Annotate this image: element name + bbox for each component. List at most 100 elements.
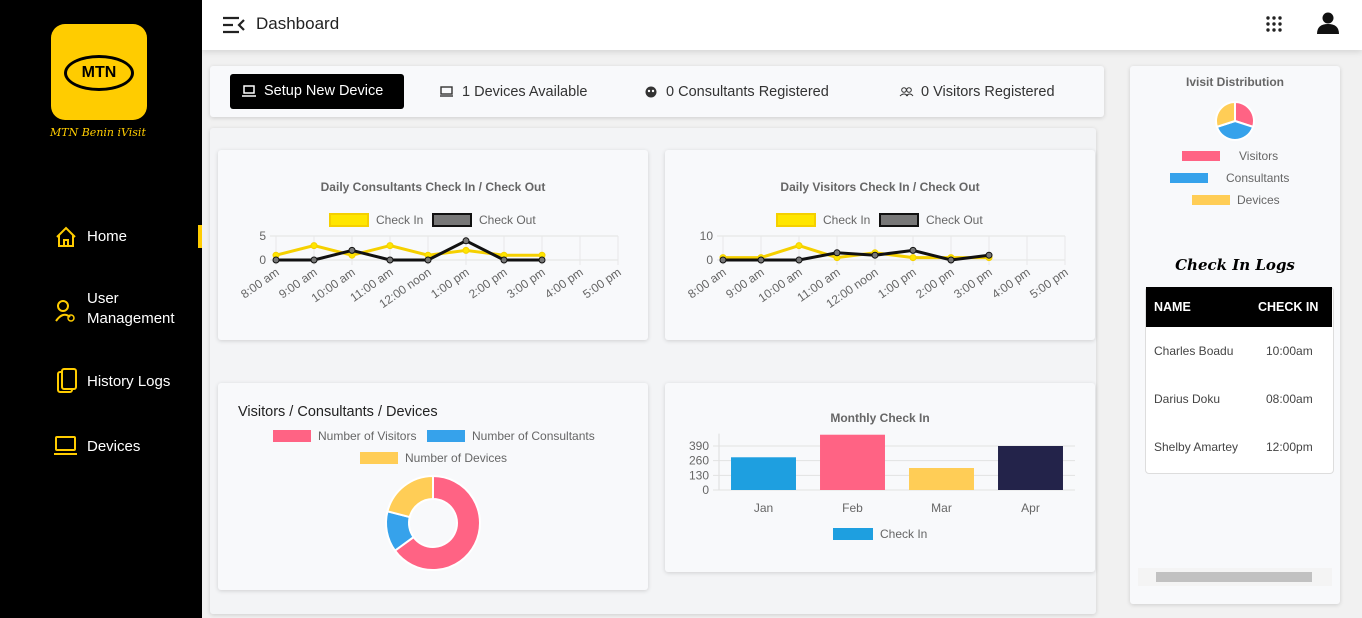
y-tick-label: 260 [689,454,709,468]
x-tick-label: 8:00 am [685,265,729,301]
bar [998,446,1063,490]
point [795,256,803,264]
legend-swatch [432,213,472,227]
table-cell: Charles Boadu [1154,344,1234,358]
nav-item[interactable]: Devices [87,438,141,455]
legend-label: Number of Consultants [472,429,595,443]
legend-swatch [360,452,398,464]
line-series [723,248,990,262]
slice [1215,119,1255,141]
bar [909,468,974,490]
y-tick-label: 5 [259,229,266,243]
point [871,251,879,259]
point [386,256,394,264]
line-series [276,239,542,262]
menu-icon[interactable] [222,15,246,35]
setup-button[interactable]: Setup New Device [230,74,404,109]
scrollbar[interactable] [1138,568,1332,586]
legend-label: Devices [1237,193,1280,207]
stat: 1 Devices Available [462,84,588,100]
stat-icons [440,86,914,98]
nav-icons [54,226,77,455]
active-indicator [198,225,202,248]
point [909,246,917,254]
x-tick-label: 3:00 pm [951,265,995,301]
table-cell: 12:00pm [1266,440,1313,454]
table-cell: Shelby Amartey [1154,440,1239,454]
sidebar: MTN MTN Benin iVisit Home User Managemen… [0,0,202,618]
logs-title: Check In Logs [1175,256,1295,274]
table-cell: Darius Doku [1154,392,1221,406]
legend-swatch [879,213,919,227]
point [833,249,841,257]
legend-swatch [1182,151,1220,161]
x-tick-label: 2:00 pm [466,265,510,301]
legend-label: Visitors [1239,149,1278,163]
bar [820,434,885,490]
slice [393,474,481,571]
legend-swatch [329,213,369,227]
legend-swatch [776,213,816,227]
stat: 0 Consultants Registered [666,84,829,100]
x-tick-label: 5:00 pm [1027,265,1071,301]
point [386,242,394,250]
point [719,256,727,264]
legend-swatch [427,430,465,442]
nav-item[interactable]: Home [87,228,128,245]
y-tick-label: 390 [689,439,709,453]
x-tick-label: 5:00 pm [580,265,624,301]
button-icon [242,85,256,97]
y-tick-label: 0 [702,483,709,497]
legend-swatch [833,528,873,540]
tagline: MTN Benin iVisit [50,126,146,139]
apps-icon[interactable] [1266,16,1282,32]
user-icon[interactable] [1317,12,1339,34]
button-label: Setup New Device [264,83,384,99]
slice [1215,100,1236,129]
page-title: Dashboard [256,14,340,33]
legend-label: Number of Visitors [318,429,416,443]
legend-label: Check Out [926,213,983,227]
x-tick-label: 3:00 pm [504,265,548,301]
point [424,256,432,264]
legend-label: Number of Devices [405,451,507,465]
scroll-thumb[interactable] [1156,572,1312,582]
legend-label: Consultants [1226,171,1289,185]
legend-label: Check In [376,213,423,227]
nav-item[interactable]: User Management [87,290,175,327]
line-series [275,244,542,257]
chart-title: Daily Visitors Check In / Check Out [780,180,979,194]
point [500,256,508,264]
legend-swatch [273,430,311,442]
x-tick-label: 4:00 pm [542,265,586,301]
point [462,237,470,245]
table-cell: 08:00am [1266,392,1313,406]
y-tick-label: 0 [259,253,266,267]
header: Dashboard [202,0,1362,50]
y-tick-label: 0 [706,253,713,267]
x-tick-label: 1:00 pm [428,265,472,301]
bar [731,457,796,490]
stat: 0 Visitors Registered [921,84,1055,100]
x-tick-label: Jan [754,501,773,515]
nav-item[interactable]: History Logs [87,373,171,390]
column-header: CHECK IN [1258,300,1319,314]
legend-label: Check In [880,527,927,541]
chart: Daily Consultants Check In / Check Out Ch… [218,150,648,340]
x-tick-label: 4:00 pm [989,265,1033,301]
point [310,242,318,250]
point [538,256,546,264]
chart: Ivisit Distribution Visitors Consultants De… [1170,75,1289,207]
chart-title: Monthly Check In [830,411,929,425]
x-tick-label: 10:00 am [309,265,358,305]
slice [386,474,434,519]
x-tick-label: 1:00 pm [875,265,919,301]
x-tick-label: 10:00 am [756,265,805,305]
point [310,256,318,264]
point [909,254,917,262]
logo-text: MTN [64,55,134,91]
legend-label: Check Out [479,213,536,227]
chart-title: Daily Consultants Check In / Check Out [321,180,546,194]
x-tick-label: 2:00 pm [913,265,957,301]
